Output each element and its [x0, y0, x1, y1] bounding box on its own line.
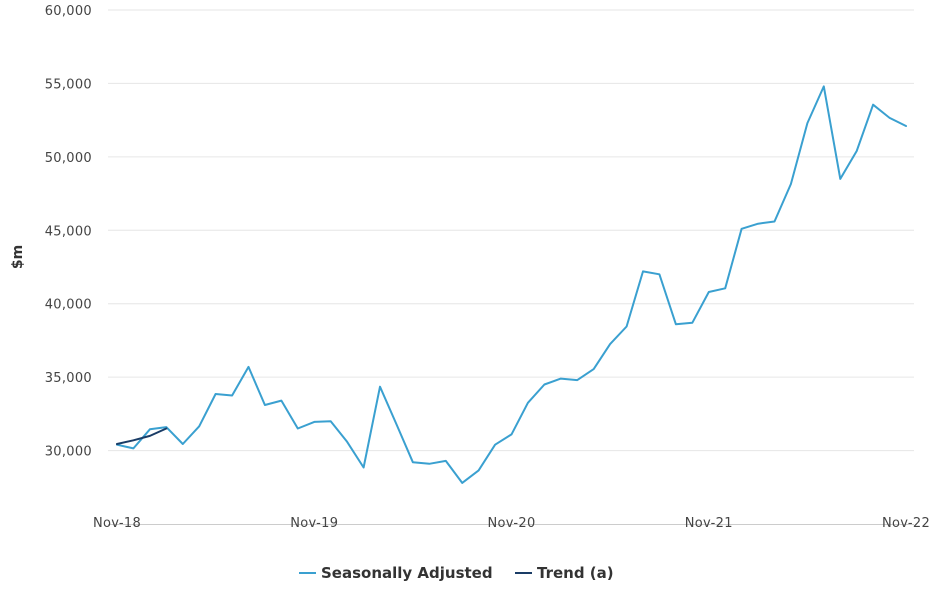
y-axis-label: $m: [10, 245, 26, 269]
x-tick-label: Nov-21: [685, 516, 733, 531]
series-line-trend: [116, 427, 168, 445]
legend-label-seasonally-adjusted: Seasonally Adjusted: [321, 564, 493, 582]
legend[interactable]: Seasonally Adjusted Trend (a): [299, 564, 614, 582]
series-lines: [116, 85, 907, 484]
x-tick-label: Nov-19: [290, 516, 338, 531]
y-tick-label: 35,000: [45, 371, 92, 386]
legend-label-trend: Trend (a): [537, 564, 614, 582]
legend-item-trend[interactable]: Trend (a): [515, 564, 614, 582]
legend-item-seasonally-adjusted[interactable]: Seasonally Adjusted: [299, 564, 493, 582]
x-tick-labels: Nov-18 Nov-19 Nov-20 Nov-21 Nov-22: [93, 516, 930, 531]
y-tick-label: 30,000: [45, 445, 92, 460]
series-line-seasonally-adjusted: [116, 85, 907, 484]
y-tick-label: 45,000: [45, 224, 92, 239]
y-tick-label: 40,000: [45, 298, 92, 313]
y-grid: [108, 9, 914, 452]
x-tick-label: Nov-20: [487, 516, 535, 531]
y-tick-label: 55,000: [45, 77, 92, 92]
y-tick-labels: 30,000 35,000 40,000 45,000 50,000 55,000 60,0…: [45, 4, 92, 460]
x-tick-label: Nov-22: [882, 516, 930, 531]
x-tick-label: Nov-18: [93, 516, 141, 531]
y-tick-label: 60,000: [45, 4, 92, 19]
y-tick-label: 50,000: [45, 151, 92, 166]
